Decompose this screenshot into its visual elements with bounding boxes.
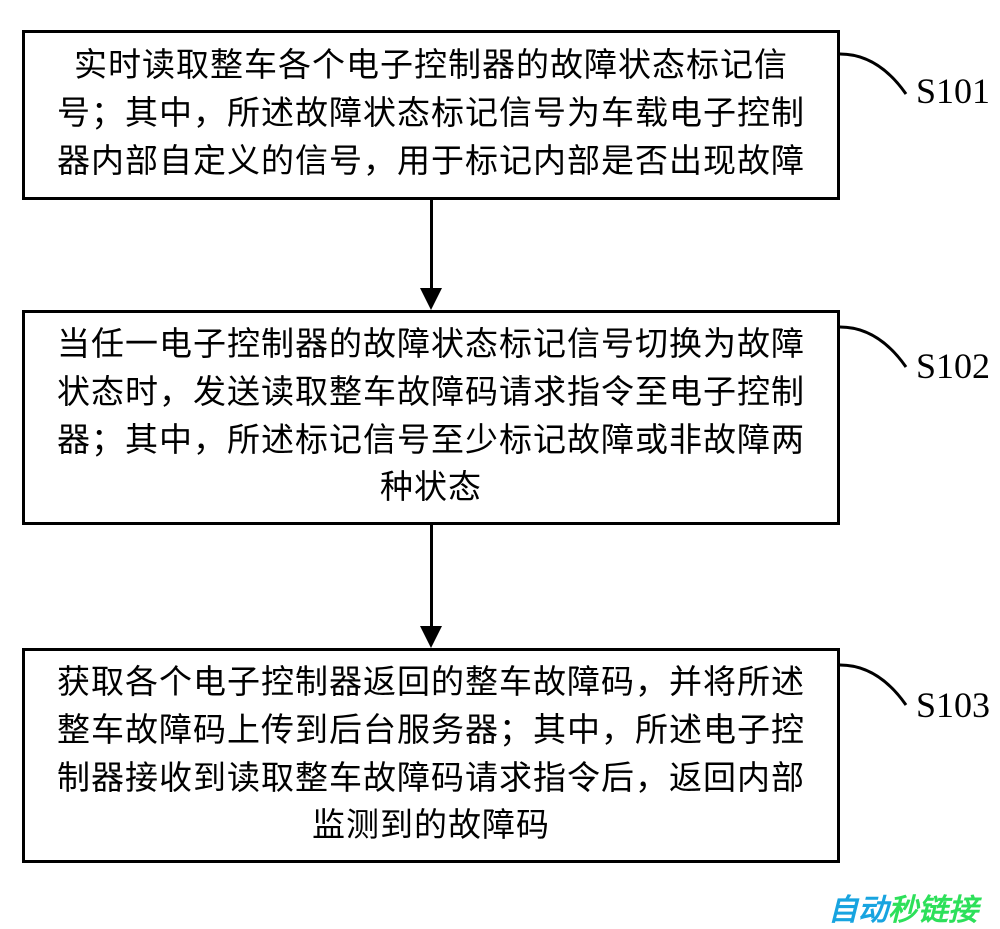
watermark-part2: 秒链接 [888, 894, 978, 927]
flowchart-container: 实时读取整车各个电子控制器的故障状态标记信号；其中，所述故障状态标记信号为车载电… [0, 0, 1000, 924]
step-text-s103: 获取各个电子控制器返回的整车故障码，并将所述整车故障码上传到后台服务器；其中，所… [45, 660, 817, 851]
step-box-s103: 获取各个电子控制器返回的整车故障码，并将所述整车故障码上传到后台服务器；其中，所… [22, 648, 840, 863]
watermark-part1: 自动 [828, 894, 888, 927]
step-text-s101: 实时读取整车各个电子控制器的故障状态标记信号；其中，所述故障状态标记信号为车载电… [45, 43, 817, 187]
step-text-s102: 当任一电子控制器的故障状态标记信号切换为故障状态时，发送读取整车故障码请求指令至… [45, 322, 817, 513]
step-label-s102: S102 [916, 345, 990, 387]
step-label-s103: S103 [916, 684, 990, 726]
connector-arrow-2 [420, 525, 442, 648]
leader-line-s102 [838, 325, 910, 371]
step-label-s101: S101 [916, 70, 990, 112]
arrow-down-icon [420, 626, 442, 648]
arrow-down-icon [420, 288, 442, 310]
step-box-s101: 实时读取整车各个电子控制器的故障状态标记信号；其中，所述故障状态标记信号为车载电… [22, 30, 840, 200]
watermark-text: 自动秒链接 [828, 885, 978, 929]
leader-line-s101 [838, 52, 910, 98]
leader-line-s103 [838, 663, 910, 709]
connector-arrow-1 [420, 200, 442, 310]
step-box-s102: 当任一电子控制器的故障状态标记信号切换为故障状态时，发送读取整车故障码请求指令至… [22, 310, 840, 525]
